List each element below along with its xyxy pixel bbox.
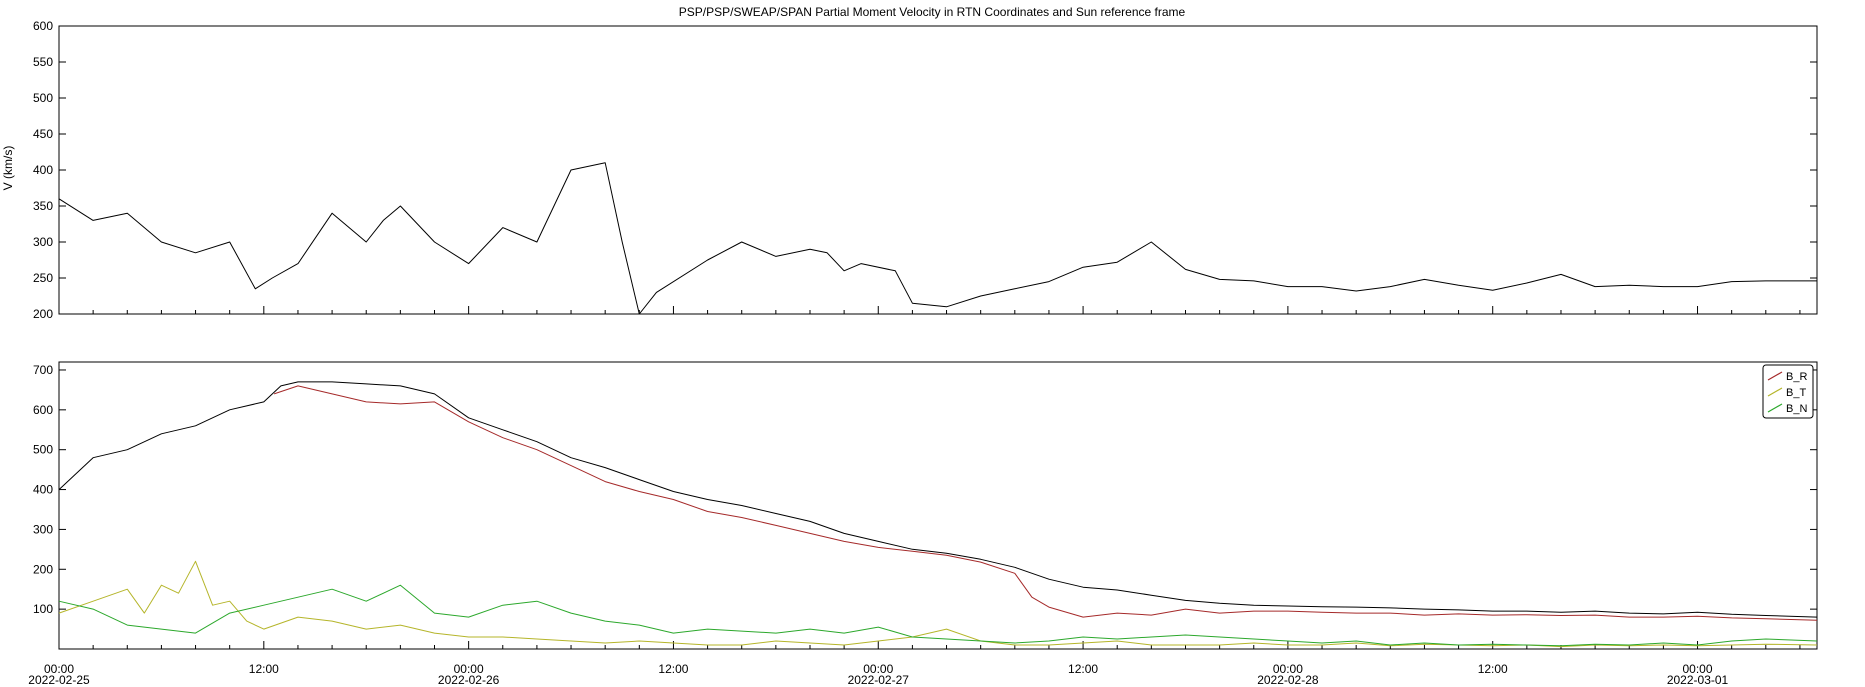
x-tick-time-label: 00:00 — [1273, 662, 1303, 676]
field-series-line-magnitude — [58, 381, 1818, 618]
velocity-y-axis-label: V (km/s) — [1, 146, 15, 191]
velocity-panel: V (km/s) 200 250 300 350 400 450 500 550 600 — [1, 19, 1818, 321]
velocity-y-tick-label: 350 — [33, 199, 53, 213]
x-tick-time-label: 12:00 — [658, 662, 688, 676]
velocity-plot-frame — [58, 25, 1818, 315]
x-tick-time-label: 12:00 — [1068, 662, 1098, 676]
velocity-series — [58, 162, 1817, 315]
velocity-y-tick-label: 250 — [33, 271, 53, 285]
velocity-y-tick-label: 450 — [33, 127, 53, 141]
field-y-tick-label: 700 — [33, 363, 53, 377]
field-y-tick-label: 500 — [33, 443, 53, 457]
legend-box — [1762, 364, 1814, 419]
field-y-tick-label: 400 — [33, 483, 53, 497]
x-tick-time-label: 00:00 — [1683, 662, 1713, 676]
x-tick-date-label: 2022-02-26 — [438, 673, 500, 687]
field-plot-frame — [58, 361, 1818, 650]
field-y-tick-label: 100 — [33, 602, 53, 616]
velocity-y-tick-label: 300 — [33, 235, 53, 249]
x-tick-time-label: 12:00 — [249, 662, 279, 676]
legend-swatch — [1767, 403, 1783, 413]
legend-label: B_T — [1786, 387, 1806, 399]
velocity-y-tick-label: 550 — [33, 55, 53, 69]
legend-label: B_N — [1786, 403, 1807, 415]
velocity-y-tick-label: 400 — [33, 163, 53, 177]
field-series-line-b-n — [58, 584, 1818, 647]
x-tick-date-label: 2022-02-27 — [848, 673, 910, 687]
velocity-series-line-magnitude — [58, 162, 1817, 315]
x-tick-date-label: 2022-02-28 — [1257, 673, 1319, 687]
legend: B_R B_T B_N — [1762, 364, 1814, 419]
velocity-y-tick-label: 200 — [33, 307, 53, 321]
field-series-line-b-r — [273, 385, 1818, 621]
x-tick-time-label: 00:00 — [863, 662, 893, 676]
field-y-ticks: 100 200 300 400 500 600 700 — [33, 363, 1817, 649]
x-tick-time-label: 12:00 — [1478, 662, 1508, 676]
legend-swatch — [1767, 371, 1783, 381]
x-tick-date-label: 2022-03-01 — [1667, 673, 1729, 687]
velocity-y-ticks: 200 250 300 350 400 450 500 550 600 — [33, 19, 1817, 321]
x-tick-time-label: 00:00 — [44, 662, 74, 676]
field-series — [58, 381, 1818, 648]
legend-swatch — [1767, 387, 1783, 397]
field-y-tick-label: 600 — [33, 403, 53, 417]
velocity-y-tick-label: 500 — [33, 91, 53, 105]
chart-title: PSP/PSP/SWEAP/SPAN Partial Moment Veloci… — [679, 5, 1186, 19]
velocity-y-tick-label: 600 — [33, 19, 53, 33]
field-y-tick-label: 200 — [33, 562, 53, 576]
field-series-line-b-t — [58, 560, 1818, 648]
x-tick-date-label: 2022-02-25 — [28, 673, 90, 687]
x-tick-time-label: 00:00 — [454, 662, 484, 676]
legend-label: B_R — [1786, 371, 1807, 383]
field-y-tick-label: 300 — [33, 522, 53, 536]
